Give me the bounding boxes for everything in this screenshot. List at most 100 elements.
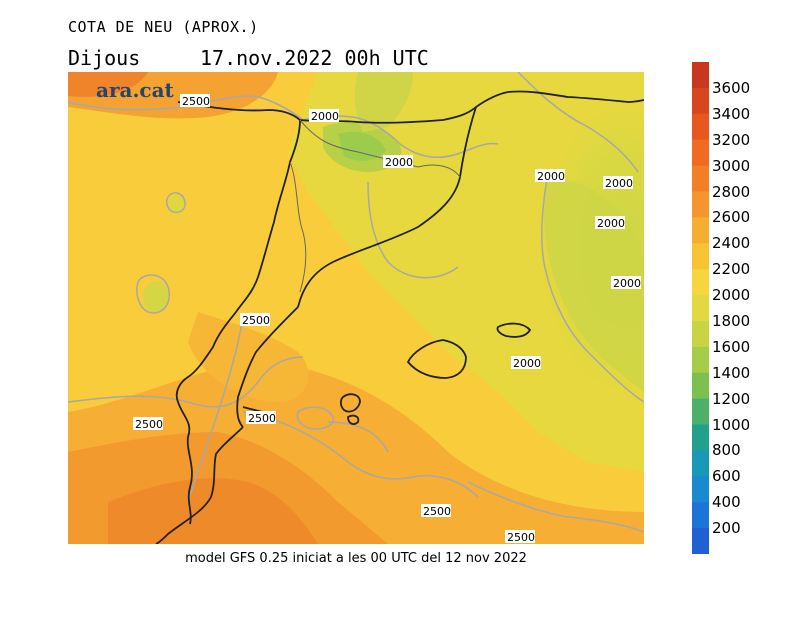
coastline-gulf-lion xyxy=(297,106,477,308)
forecast-datetime: 17.nov.2022 00h UTC xyxy=(200,46,429,70)
color-scale-swatch xyxy=(692,191,709,218)
isoline-label: 2500 xyxy=(180,94,210,108)
color-scale-swatch xyxy=(692,502,709,529)
svg-text:2000: 2000 xyxy=(605,177,633,190)
color-scale-tick-label: 3000 xyxy=(712,156,751,175)
isoline-label: 2000 xyxy=(595,216,625,230)
svg-text:2500: 2500 xyxy=(248,412,276,425)
isoline-label: 2500 xyxy=(133,417,163,431)
color-scale-tick-label: 200 xyxy=(712,519,741,538)
color-scale-swatch xyxy=(692,295,709,322)
field-spot-west-2 xyxy=(167,195,185,215)
coastline-mallorca xyxy=(406,339,467,379)
field-green-north xyxy=(354,72,413,132)
isoline-2000-inland xyxy=(367,181,459,279)
svg-text:2000: 2000 xyxy=(385,156,413,169)
color-scale-tick-label: 400 xyxy=(712,493,741,512)
field-green-pyrenees-core xyxy=(338,131,386,161)
border-spain-france xyxy=(175,119,301,525)
color-scale-swatch xyxy=(692,450,709,477)
isoline-label: 2500 xyxy=(505,530,535,544)
coastline-ibiza xyxy=(339,393,361,413)
isoline-label: 2500 xyxy=(421,504,451,518)
isoline-label: 2000 xyxy=(603,176,633,190)
svg-text:2000: 2000 xyxy=(613,277,641,290)
isoline-label: 2500 xyxy=(246,411,276,425)
isoline-2500-mid xyxy=(327,421,389,453)
field-green-east-band xyxy=(544,180,644,392)
color-scale-tick-label: 1200 xyxy=(712,389,751,408)
isoline-label: 2000 xyxy=(309,109,339,123)
map-title: COTA DE NEU (APROX.) xyxy=(68,18,259,36)
svg-text:2000: 2000 xyxy=(537,170,565,183)
color-scale-bar xyxy=(692,62,709,554)
coastline-menorca xyxy=(496,322,532,338)
color-scale-tick-label: 800 xyxy=(712,441,741,460)
coastline-group xyxy=(155,90,644,544)
color-scale-tick-label: 2600 xyxy=(712,208,751,227)
svg-text:2500: 2500 xyxy=(135,418,163,431)
color-scale-swatch xyxy=(692,217,709,244)
model-info: model GFS 0.25 iniciat a les 00 UTC del … xyxy=(185,551,527,566)
color-scale-swatch xyxy=(692,139,709,167)
isoline-labels: 2500 2000 2000 2000 2000 2000 2000 2000 … xyxy=(133,94,641,544)
svg-text:2500: 2500 xyxy=(182,95,210,108)
isoline-2000-east xyxy=(541,171,644,403)
color-scale-tick-label: 3400 xyxy=(712,104,751,123)
color-scale-tick-label: 2000 xyxy=(712,286,751,305)
coastline-formentera xyxy=(347,414,360,425)
color-scale-swatch xyxy=(692,424,709,451)
color-scale-tick-label: 3600 xyxy=(712,78,751,97)
color-scale-swatch xyxy=(692,165,709,192)
color-scale-tick-label: 1400 xyxy=(712,363,751,382)
svg-text:2000: 2000 xyxy=(311,110,339,123)
coastline-east xyxy=(507,90,644,103)
color-scale-swatch xyxy=(692,346,709,374)
svg-text:2000: 2000 xyxy=(597,217,625,230)
color-scale-tick-label: 1800 xyxy=(712,311,751,330)
ara-cat-logo: ara.cat xyxy=(96,78,174,102)
coastline-valencia xyxy=(155,426,244,544)
color-scale-tick-label: 1000 xyxy=(712,415,751,434)
color-scale-swatch xyxy=(692,528,709,554)
color-scale-swatch xyxy=(692,398,709,426)
snow-level-map: 2500 2000 2000 2000 2000 2000 2000 2000 … xyxy=(68,72,644,544)
isoline-2500-southeast xyxy=(467,481,644,533)
color-scale-tick-label: 600 xyxy=(712,467,741,486)
color-scale-tick-label: 2200 xyxy=(712,260,751,279)
field-orange-northwest-core xyxy=(68,72,148,97)
color-scale-tick-label: 2400 xyxy=(712,234,751,253)
isoline-2500-west xyxy=(68,356,304,408)
svg-text:2500: 2500 xyxy=(423,505,451,518)
color-scale-tick-label: 3200 xyxy=(712,130,751,149)
field-orange-southwest-core xyxy=(108,478,318,544)
color-scale-swatch xyxy=(692,320,709,348)
color-scale-swatch xyxy=(692,87,709,115)
isoline-label: 2000 xyxy=(383,155,413,169)
isoline-2000-spot-2 xyxy=(165,192,186,214)
isoline-2500-south xyxy=(242,411,479,498)
color-scale-swatch xyxy=(692,243,709,270)
field-orange-coast xyxy=(188,312,309,402)
isoline-label: 2000 xyxy=(611,276,641,290)
color-scale-swatch xyxy=(692,113,709,141)
svg-text:2500: 2500 xyxy=(242,314,270,327)
color-scale-tick-label: 1600 xyxy=(712,337,751,356)
svg-text:2000: 2000 xyxy=(513,357,541,370)
isoline-2500-island xyxy=(296,406,334,430)
map-subtitle: Dijous 17.nov.2022 00h UTC xyxy=(68,46,429,70)
color-scale-swatch xyxy=(692,269,709,296)
border-inner-3 xyxy=(417,164,461,178)
border-inner-1 xyxy=(289,161,307,293)
isoline-label: 2000 xyxy=(535,169,565,183)
svg-text:2500: 2500 xyxy=(507,531,535,544)
isoline-2000-pyrenees xyxy=(302,115,499,159)
color-scale-swatch xyxy=(692,476,709,503)
isoline-label: 2000 xyxy=(511,356,541,370)
forecast-day: Dijous xyxy=(68,46,141,70)
color-scale-tick-label: 2800 xyxy=(712,182,751,201)
isoline-2500-central xyxy=(187,316,244,503)
isoline-2000-northeast xyxy=(517,72,639,173)
field-spot-west-1 xyxy=(143,281,169,313)
isoline-label: 2500 xyxy=(240,313,270,327)
